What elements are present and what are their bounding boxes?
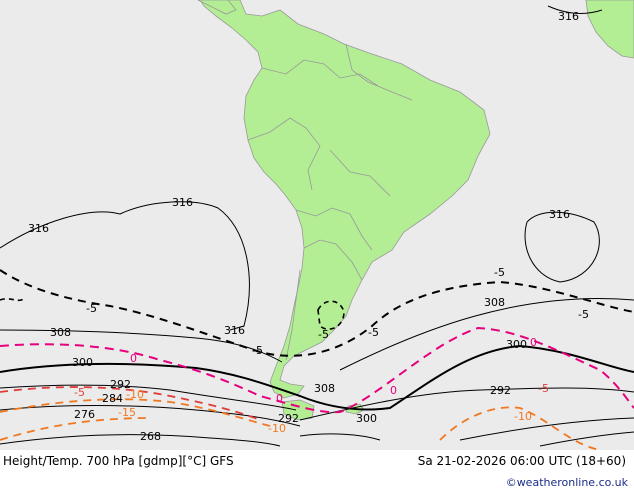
height-contours bbox=[0, 5, 634, 447]
temp-label-minus5-far-east: -5 bbox=[578, 308, 589, 321]
map-title: Height/Temp. 700 hPa [gdmp][°C] GFS bbox=[3, 454, 234, 468]
contour-label-292-west: 292 bbox=[110, 378, 131, 391]
temp-label-0-east: 0 bbox=[530, 336, 537, 349]
africa-landmass bbox=[585, 0, 634, 59]
tierra-del-fuego bbox=[281, 399, 315, 421]
central-america-landmass bbox=[197, 0, 237, 15]
south-america-landmass bbox=[199, 0, 491, 399]
isotherm-minus15-orange bbox=[0, 417, 151, 441]
temp-label-minus5-east: -5 bbox=[494, 266, 505, 279]
temp-label-minus10-west: -10 bbox=[126, 388, 144, 401]
isotherm-minus10-orange bbox=[0, 398, 271, 427]
temp-label-minus5-land: -5 bbox=[318, 328, 329, 341]
contour-label-292-south: 292 bbox=[278, 412, 299, 425]
temp-label-0-mid: 0 bbox=[276, 392, 283, 405]
map-valid-time: Sa 21-02-2026 06:00 UTC (18+60) bbox=[417, 454, 626, 468]
contour-label-308-atlantic: 308 bbox=[484, 296, 505, 309]
isotherm-minus5-red bbox=[0, 386, 261, 421]
temp-label-0-atlantic: 0 bbox=[390, 384, 397, 397]
contour-label-316-top-right: 316 bbox=[558, 10, 579, 23]
temp-label-minus5-mid: -5 bbox=[252, 344, 263, 357]
height-labels: 3163163163163163083083083003003002922922… bbox=[28, 10, 579, 443]
contour-label-316-chile: 316 bbox=[224, 324, 245, 337]
contour-label-300-south: 300 bbox=[356, 412, 377, 425]
weather-map: 3163163163163163083083083003003002922922… bbox=[0, 0, 634, 450]
temp-label-minus5-coast: -5 bbox=[368, 326, 379, 339]
temp-label-minus5-cold-west: -5 bbox=[74, 386, 85, 399]
country-borders bbox=[247, 43, 413, 361]
isotherm-minus5-left-edge bbox=[0, 297, 25, 302]
contour-label-300-east: 300 bbox=[506, 338, 527, 351]
temp-label-minus10-south: -10 bbox=[268, 422, 286, 435]
contour-label-308-west: 308 bbox=[50, 326, 71, 339]
temp-label-minus5-west: -5 bbox=[86, 302, 97, 315]
contour-label-316-atlantic: 316 bbox=[549, 208, 570, 221]
credit-link[interactable]: ©weatheronline.co.uk bbox=[505, 476, 628, 489]
contour-label-268: 268 bbox=[140, 430, 161, 443]
contour-label-316-pacific-b: 316 bbox=[28, 222, 49, 235]
temp-label-0-west: 0 bbox=[130, 352, 137, 365]
contour-label-316-pacific-a: 316 bbox=[172, 196, 193, 209]
isotherm-minus5-loop bbox=[317, 300, 345, 330]
temp-label-minus5-south-east: -5 bbox=[538, 382, 549, 395]
contour-label-276: 276 bbox=[74, 408, 95, 421]
temp-label-minus15-west: -15 bbox=[118, 406, 136, 419]
temp-label-minus10-east: -10 bbox=[514, 410, 532, 423]
isotherm-minus5-dashed bbox=[0, 269, 634, 357]
isotherm-minus10-east-orange bbox=[439, 406, 601, 450]
isotherm-0-magenta bbox=[0, 326, 634, 414]
contour-300-thick bbox=[0, 344, 634, 411]
contour-label-292-east: 292 bbox=[490, 384, 511, 397]
map-footer: Height/Temp. 700 hPa [gdmp][°C] GFS Sa 2… bbox=[0, 450, 634, 490]
temperature-labels: -5 -5 -5 -5 -5 -5 0 0 0 0 -5 -10 -15 -10 -5 -10 bbox=[74, 266, 589, 435]
contour-label-284: 284 bbox=[102, 392, 123, 405]
contour-label-308-patagonia: 308 bbox=[314, 382, 335, 395]
contour-label-300-west: 300 bbox=[72, 356, 93, 369]
